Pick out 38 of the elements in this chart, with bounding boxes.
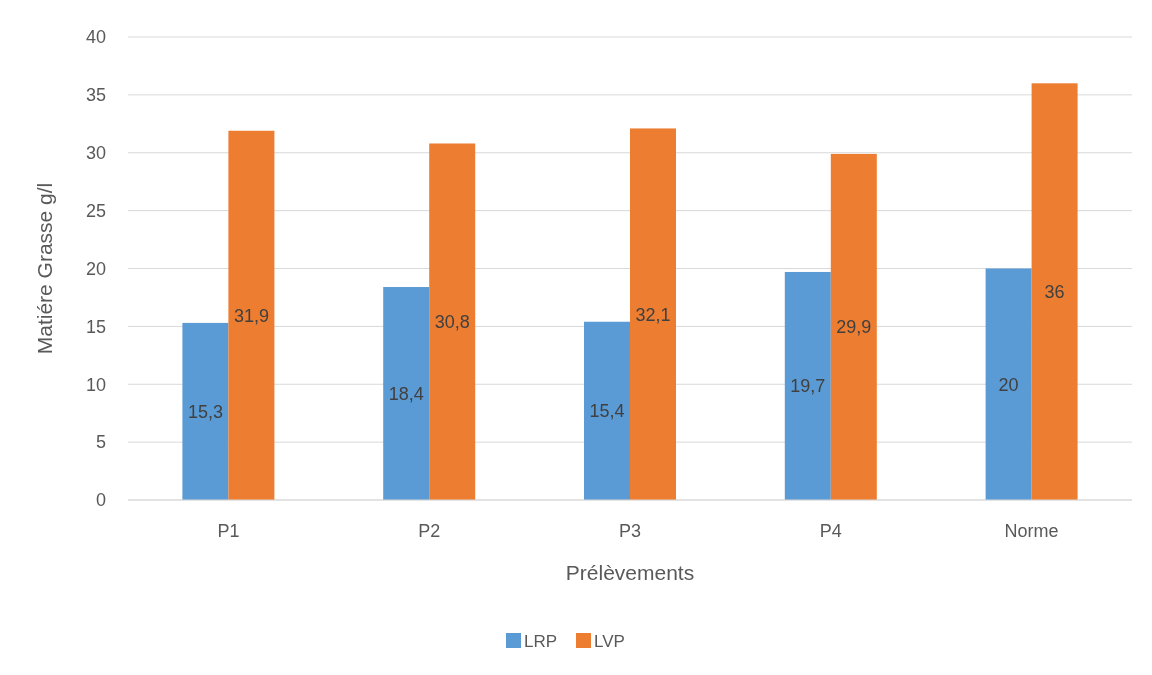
x-tick-label: P1 bbox=[217, 521, 240, 542]
bar bbox=[830, 153, 877, 500]
bar bbox=[182, 322, 229, 500]
data-label: 18,4 bbox=[388, 383, 424, 404]
y-tick-label: 0 bbox=[95, 490, 106, 511]
x-tick-label: P3 bbox=[618, 521, 642, 542]
x-tick-label: P4 bbox=[819, 521, 842, 542]
bar bbox=[228, 130, 275, 500]
y-tick-label: 35 bbox=[85, 85, 106, 106]
data-label: 36 bbox=[1044, 281, 1065, 302]
data-label: 32,1 bbox=[635, 304, 671, 325]
y-tick-label: 10 bbox=[85, 374, 106, 395]
bar bbox=[985, 268, 1032, 500]
bar bbox=[1031, 83, 1078, 500]
bar bbox=[429, 143, 476, 500]
bar bbox=[630, 128, 676, 500]
bar bbox=[584, 321, 630, 500]
y-tick-label: 20 bbox=[85, 258, 106, 279]
bar bbox=[383, 287, 430, 500]
y-tick-label: 5 bbox=[95, 432, 106, 453]
bar bbox=[784, 271, 831, 500]
data-label: 15,4 bbox=[589, 401, 625, 422]
legend-label: LRP bbox=[524, 631, 558, 651]
y-axis-title: Matiére Grasse g/l bbox=[33, 182, 57, 355]
data-label: 30,8 bbox=[434, 312, 470, 333]
y-tick-label: 40 bbox=[85, 27, 106, 48]
data-label: 19,7 bbox=[790, 376, 826, 397]
x-axis-title: Prélèvements bbox=[565, 561, 695, 585]
data-label: 29,9 bbox=[836, 317, 872, 338]
y-tick-label: 25 bbox=[85, 200, 106, 221]
y-tick-label: 30 bbox=[85, 143, 106, 164]
legend-label: LVP bbox=[594, 631, 625, 651]
x-tick-label: Norme bbox=[1004, 521, 1059, 542]
data-label: 20 bbox=[998, 374, 1019, 395]
y-tick-label: 15 bbox=[85, 316, 106, 337]
data-label: 31,9 bbox=[233, 305, 269, 326]
data-label: 15,3 bbox=[187, 401, 223, 422]
x-tick-label: P2 bbox=[418, 521, 441, 542]
